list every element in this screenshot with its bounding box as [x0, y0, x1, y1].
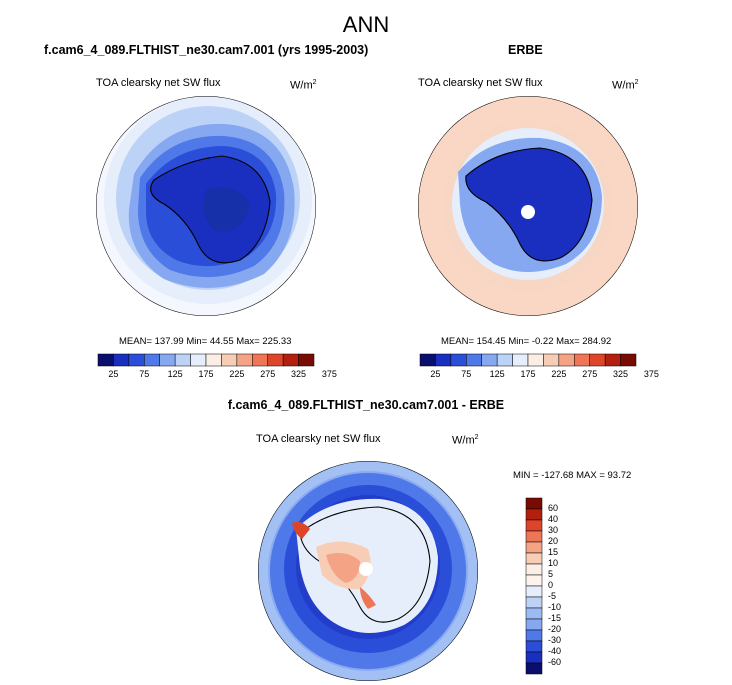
- colorbar-tick-label: 20: [548, 536, 559, 546]
- colorbar-swatch: [525, 563, 543, 576]
- colorbar-tick-label: -40: [548, 646, 562, 656]
- colorbar-swatch: [525, 530, 543, 543]
- colorbar-swatch: [282, 353, 299, 367]
- colorbar-swatch: [113, 353, 130, 367]
- colorbar-swatch: [252, 353, 268, 367]
- colorbar-tick-label: 25: [430, 369, 441, 379]
- colorbar-swatch: [525, 508, 543, 521]
- colorbar-tick-label: 325: [291, 369, 307, 379]
- colorbar-tick-label: -60: [548, 657, 562, 667]
- colorbar-swatch: [543, 353, 560, 367]
- colorbar-swatch: [205, 353, 222, 367]
- colorbar-swatch: [419, 353, 436, 367]
- colorbar-swatch: [527, 353, 544, 367]
- colorbar-tick-label: 275: [582, 369, 598, 379]
- panel1-colorbar: [97, 353, 315, 367]
- colorbar-tick-label: -20: [548, 624, 562, 634]
- colorbar-swatch: [525, 618, 543, 631]
- colorbar-swatch: [159, 353, 176, 367]
- panel3-case-label: f.cam6_4_089.FLTHIST_ne30.cam7.001 - ERB…: [227, 398, 505, 412]
- panel3-variable: TOA clearsky net SW flux: [256, 433, 381, 445]
- colorbar-swatch: [525, 541, 543, 554]
- colorbar-swatch: [525, 519, 543, 532]
- colorbar-swatch: [466, 353, 482, 367]
- colorbar-tick-label: -30: [548, 635, 562, 645]
- colorbar-swatch: [620, 353, 637, 367]
- colorbar-swatch: [525, 662, 543, 675]
- panel1-case-label: f.cam6_4_089.FLTHIST_ne30.cam7.001 (yrs …: [44, 43, 369, 57]
- colorbar-swatch: [525, 497, 543, 510]
- colorbar-swatch: [525, 552, 543, 565]
- colorbar-swatch: [267, 353, 284, 367]
- colorbar-swatch: [236, 353, 253, 367]
- colorbar-swatch: [574, 353, 590, 367]
- colorbar-tick-label: -5: [548, 591, 557, 601]
- colorbar-swatch: [298, 353, 315, 367]
- figure-title: ANN: [342, 12, 390, 37]
- colorbar-tick-label: 40: [548, 514, 559, 524]
- panel3-polar-map: [258, 461, 478, 681]
- panel1-polar-map: [96, 96, 316, 316]
- colorbar-tick-label: 15: [548, 547, 559, 557]
- panel1-variable: TOA clearsky net SW flux: [96, 77, 221, 89]
- colorbar-tick-label: 175: [520, 369, 536, 379]
- colorbar-tick-label: 60: [548, 503, 559, 513]
- colorbar-tick-label: 325: [613, 369, 629, 379]
- colorbar-swatch: [450, 353, 467, 367]
- colorbar-swatch: [558, 353, 575, 367]
- colorbar-swatch: [481, 353, 498, 367]
- panel2-colorbar: [419, 353, 637, 367]
- panel3-colorbar-ticks: 60 40 30 20 15 10 5 0 -5 -10 -15 -20 -30 -40 -60: [548, 498, 578, 674]
- panel2-variable: TOA clearsky net SW flux: [418, 77, 543, 89]
- colorbar-tick-label: 5: [548, 569, 554, 579]
- colorbar-tick-label: 30: [548, 525, 559, 535]
- panel2-polar-map: [418, 96, 638, 316]
- colorbar-tick-label: 275: [260, 369, 276, 379]
- colorbar-swatch: [435, 353, 452, 367]
- colorbar-tick-label: 375: [321, 369, 337, 379]
- panel1-units: W/m2: [290, 79, 317, 92]
- colorbar-swatch: [174, 353, 191, 367]
- panel2-units: W/m2: [612, 79, 639, 92]
- colorbar-tick-label: 0: [548, 580, 554, 590]
- colorbar-swatch: [525, 629, 543, 642]
- panel1-colorbar-ticks: 25 75 125 175 225 275 325 375: [98, 368, 337, 380]
- colorbar-swatch: [525, 651, 543, 664]
- colorbar-tick-label: 175: [198, 369, 214, 379]
- colorbar-tick-label: 125: [167, 369, 183, 379]
- colorbar-tick-label: 225: [551, 369, 567, 379]
- colorbar-swatch: [144, 353, 160, 367]
- panel3-units: W/m2: [452, 434, 479, 447]
- colorbar-tick-label: 225: [229, 369, 245, 379]
- colorbar-tick-label: 10: [548, 558, 559, 568]
- colorbar-tick-label: 25: [108, 369, 119, 379]
- colorbar-swatch: [525, 607, 543, 620]
- panel2-stats: MEAN= 154.45 Min= -0.22 Max= 284.92: [441, 336, 612, 347]
- colorbar-tick-label: 375: [643, 369, 659, 379]
- panel2-colorbar-ticks: 25 75 125 175 225 275 325 375: [420, 368, 659, 380]
- colorbar-swatch: [525, 640, 543, 653]
- panel3-colorbar: [525, 497, 543, 675]
- colorbar-swatch: [525, 574, 543, 587]
- colorbar-tick-label: 75: [139, 369, 150, 379]
- colorbar-tick-label: -15: [548, 613, 562, 623]
- colorbar-tick-label: -10: [548, 602, 562, 612]
- panel2-case-label: ERBE: [508, 43, 543, 57]
- colorbar-swatch: [525, 585, 543, 598]
- colorbar-swatch: [512, 353, 529, 367]
- colorbar-swatch: [221, 353, 238, 367]
- colorbar-swatch: [589, 353, 606, 367]
- colorbar-swatch: [97, 353, 114, 367]
- panel1-stats: MEAN= 137.99 Min= 44.55 Max= 225.33: [119, 336, 292, 347]
- panel3-stats: MIN = -127.68 MAX = 93.72: [513, 470, 632, 481]
- colorbar-swatch: [525, 596, 543, 609]
- colorbar-swatch: [496, 353, 513, 367]
- colorbar-tick-label: 125: [489, 369, 505, 379]
- colorbar-swatch: [128, 353, 145, 367]
- colorbar-tick-label: 75: [461, 369, 472, 379]
- colorbar-swatch: [604, 353, 621, 367]
- colorbar-swatch: [190, 353, 207, 367]
